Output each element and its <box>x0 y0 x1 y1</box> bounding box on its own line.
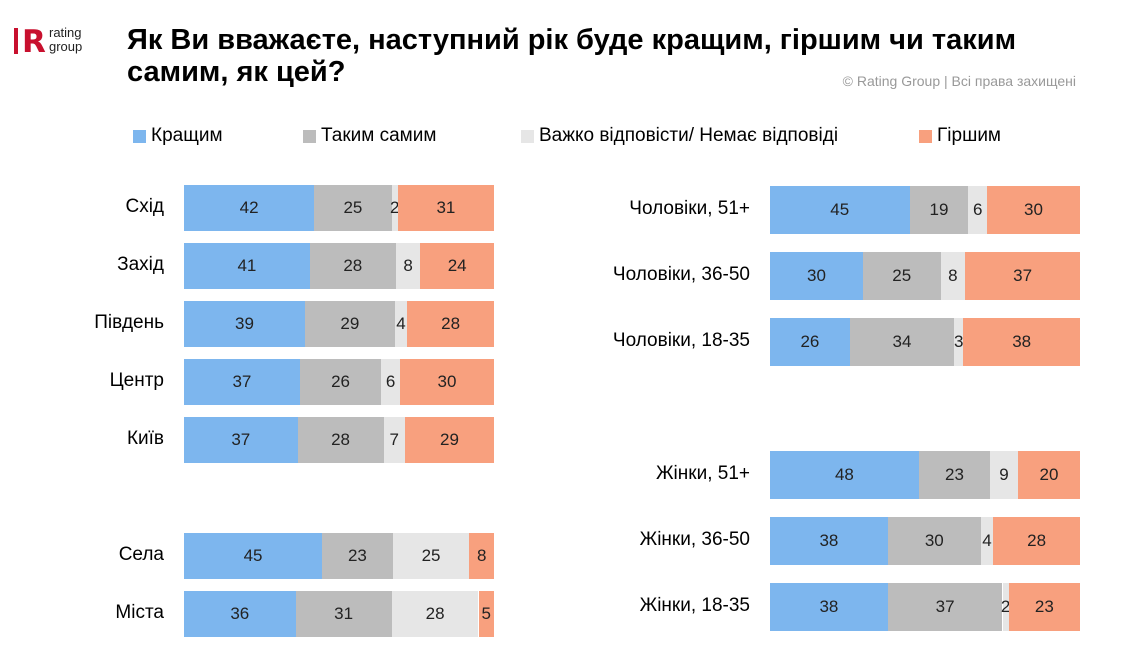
bar-segment: 37 <box>184 359 300 405</box>
category-label: Схід <box>125 196 164 217</box>
bar-segment: 3 <box>954 318 964 366</box>
legend-item: Таким самим <box>303 125 436 147</box>
bar-segment: 37 <box>965 252 1080 300</box>
legend-swatch <box>133 129 146 143</box>
legend-label: Гіршим <box>937 125 1001 146</box>
bar-segment: 45 <box>184 533 323 579</box>
logo-text-rating: rating <box>49 25 82 40</box>
bar-segment: 29 <box>404 417 494 463</box>
legend-item: Кращим <box>133 125 223 147</box>
bar-segment: 41 <box>184 243 310 289</box>
bar-segment: 6 <box>968 186 987 234</box>
page-title: Як Ви вважаєте, наступний рік буде кращи… <box>127 24 1017 88</box>
bar-segment: 8 <box>469 533 494 579</box>
bar-segment: 25 <box>314 185 392 231</box>
bar-segment: 4 <box>980 517 994 565</box>
bar-segment: 24 <box>420 243 494 289</box>
category-label: Жінки, 51+ <box>656 463 750 484</box>
legend-item: Важко відповісти/ Немає відповіді <box>521 125 838 147</box>
bar-segment: 23 <box>918 451 991 499</box>
bar-segment: 28 <box>407 301 494 347</box>
bar-segment: 38 <box>963 318 1080 366</box>
bar-segment: 30 <box>400 359 494 405</box>
bar-segment: 20 <box>1018 451 1080 499</box>
category-label: Захід <box>117 254 164 275</box>
bar-segment: 6 <box>381 359 401 405</box>
bar-segment: 37 <box>887 583 1003 631</box>
legend-swatch <box>303 129 316 143</box>
bar-segment: 31 <box>397 185 494 231</box>
bar-segment: 2 <box>390 185 400 231</box>
logo-text-group: group <box>49 39 83 54</box>
bar-segment: 37 <box>184 417 298 463</box>
bar-segment: 38 <box>770 583 888 631</box>
legend-item: Гіршим <box>919 125 1001 147</box>
bar-segment: 28 <box>297 417 384 463</box>
bar-segment: 2 <box>1001 583 1010 631</box>
bar-segment: 25 <box>863 252 941 300</box>
category-label: Чоловіки, 51+ <box>629 198 750 219</box>
bar-segment: 19 <box>909 186 969 234</box>
bar-segment: 8 <box>940 252 966 300</box>
copyright: © Rating Group | Всі права захищені <box>842 73 1076 89</box>
logo-mark: R <box>22 24 46 60</box>
bar-segment: 31 <box>295 591 392 637</box>
bar-segment: 5 <box>478 591 494 637</box>
category-label: Міста <box>115 602 164 623</box>
category-label: Жінки, 18-35 <box>639 595 750 616</box>
bar-segment: 23 <box>1008 583 1080 631</box>
category-label: Чоловіки, 36-50 <box>612 264 750 285</box>
bar-segment: 28 <box>993 517 1080 565</box>
category-label: Жінки, 36-50 <box>639 529 750 550</box>
bar-segment: 36 <box>184 591 296 637</box>
bar-segment: 29 <box>304 301 395 347</box>
bar-segment: 26 <box>770 318 850 366</box>
legend-label: Важко відповісти/ Немає відповіді <box>539 125 839 146</box>
category-label: Київ <box>126 428 164 449</box>
bar-segment: 34 <box>849 318 955 366</box>
bar-segment: 42 <box>184 185 315 231</box>
bar-segment: 28 <box>309 243 396 289</box>
bar-segment: 39 <box>184 301 305 347</box>
bar-segment: 45 <box>770 186 910 234</box>
bar-segment: 4 <box>394 301 408 347</box>
legend-swatch <box>521 129 534 143</box>
category-label: Чоловіки, 18-35 <box>612 330 750 351</box>
bar-segment: 48 <box>770 451 919 499</box>
rating-group-logo: R rating group <box>14 24 104 60</box>
category-label: Південь <box>94 312 164 333</box>
category-label: Села <box>118 544 164 565</box>
bar-segment: 28 <box>391 591 479 637</box>
legend-label: Кращим <box>151 125 223 146</box>
bar-segment: 38 <box>770 517 888 565</box>
bar-segment: 30 <box>887 517 981 565</box>
bar-segment: 9 <box>990 451 1018 499</box>
bar-segment: 30 <box>987 186 1080 234</box>
bar-segment: 26 <box>299 359 382 405</box>
bar-segment: 7 <box>383 417 405 463</box>
bar-segment: 25 <box>392 533 470 579</box>
bar-segment: 23 <box>322 533 393 579</box>
legend-label: Таким самим <box>321 125 437 146</box>
bar-segment: 30 <box>770 252 863 300</box>
legend-swatch <box>919 129 932 143</box>
category-label: Центр <box>109 370 164 391</box>
bar-segment: 8 <box>395 243 421 289</box>
